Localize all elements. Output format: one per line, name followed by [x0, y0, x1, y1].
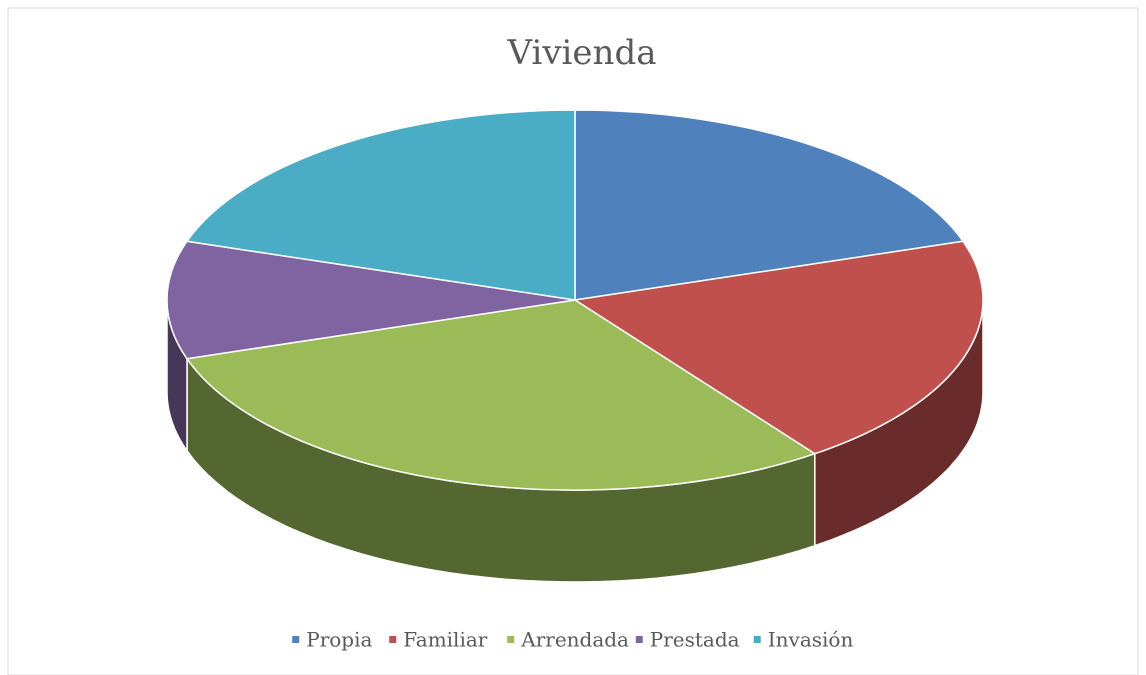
- chart-title: Vivienda: [507, 33, 657, 73]
- legend-swatch: [292, 636, 300, 643]
- legend-label: Propia: [306, 628, 372, 652]
- legend-label: Arrendada: [520, 628, 629, 652]
- legend-swatch: [389, 636, 397, 643]
- pie-slice: [185, 109, 576, 301]
- pie-slice: [185, 299, 817, 491]
- legend-swatch: [507, 636, 515, 643]
- legend-label: Familiar: [403, 628, 488, 652]
- legend-label: Invasión: [768, 628, 854, 652]
- pie-slice: [572, 240, 984, 455]
- pie-slice: [574, 109, 965, 301]
- legend-swatch: [635, 636, 643, 643]
- pie-slice: [166, 240, 576, 360]
- legend-swatch: [753, 636, 761, 643]
- legend-label: Prestada: [650, 628, 740, 652]
